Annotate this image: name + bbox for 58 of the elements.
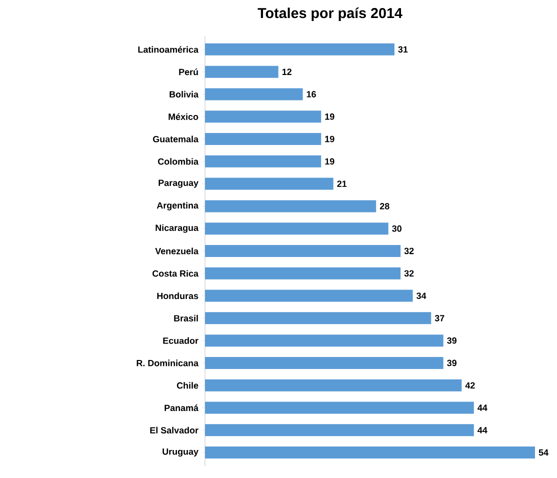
data-label: 16 [306, 91, 316, 98]
y-tick-label: Chile [176, 382, 198, 389]
bar [205, 446, 535, 459]
y-tick-label: Colombia [158, 158, 199, 165]
bar [205, 66, 278, 78]
y-tick-label: R. Dominicana [136, 360, 199, 366]
bar [205, 312, 432, 324]
data-label: 37 [434, 314, 444, 322]
y-tick-label: Perú [179, 68, 198, 76]
bar [205, 200, 376, 212]
y-tick-label: Ecuador [163, 337, 198, 344]
bar [205, 222, 388, 235]
bar [205, 88, 303, 100]
y-tick-label: Costa Rica [152, 270, 199, 277]
y-tick-label: Honduras [157, 292, 198, 300]
bar [205, 356, 444, 369]
bar [205, 155, 322, 168]
y-tick-label: Paraguay [158, 180, 198, 188]
bar [205, 178, 334, 190]
data-label: 32 [404, 248, 414, 254]
bar [205, 424, 474, 436]
y-tick-label: Bolivia [170, 90, 199, 98]
data-label: 21 [337, 180, 347, 187]
y-tick-label: Venezuela [155, 248, 199, 254]
data-label: 19 [325, 113, 334, 120]
y-tick-label: Guatemala [153, 136, 199, 142]
bar [205, 110, 322, 123]
bar [205, 244, 401, 257]
bar [205, 290, 413, 302]
data-label: 28 [380, 203, 390, 210]
data-label: 54 [538, 449, 548, 456]
data-label: 30 [392, 225, 402, 232]
y-tick-label: Argentina [156, 202, 199, 210]
bar [205, 334, 444, 347]
data-label: 32 [404, 270, 414, 277]
y-tick-label: El Salvador [150, 426, 198, 434]
y-tick-label: Panamá [164, 404, 199, 412]
bar [205, 43, 394, 56]
data-label: 19 [325, 136, 334, 142]
y-tick-label: Uruguay [162, 448, 198, 457]
data-label: 44 [478, 404, 488, 411]
data-label: 34 [416, 292, 426, 299]
data-label: 19 [325, 158, 334, 165]
data-label: 31 [398, 46, 408, 53]
y-tick-label: Nicaragua [156, 224, 199, 233]
bar [205, 133, 322, 146]
data-label: 39 [447, 360, 456, 366]
y-tick-label: Latinoamérica [138, 46, 199, 53]
y-tick-label: México [168, 113, 198, 120]
bar [205, 267, 401, 280]
data-label: 44 [478, 427, 488, 434]
data-label: 39 [447, 337, 456, 344]
bar [205, 402, 474, 414]
y-tick-label: Brasil [174, 314, 198, 322]
data-label: 42 [465, 382, 475, 388]
chart-title: Totales por país 2014 [258, 8, 402, 22]
data-label: 12 [282, 68, 292, 75]
bar [205, 379, 462, 392]
